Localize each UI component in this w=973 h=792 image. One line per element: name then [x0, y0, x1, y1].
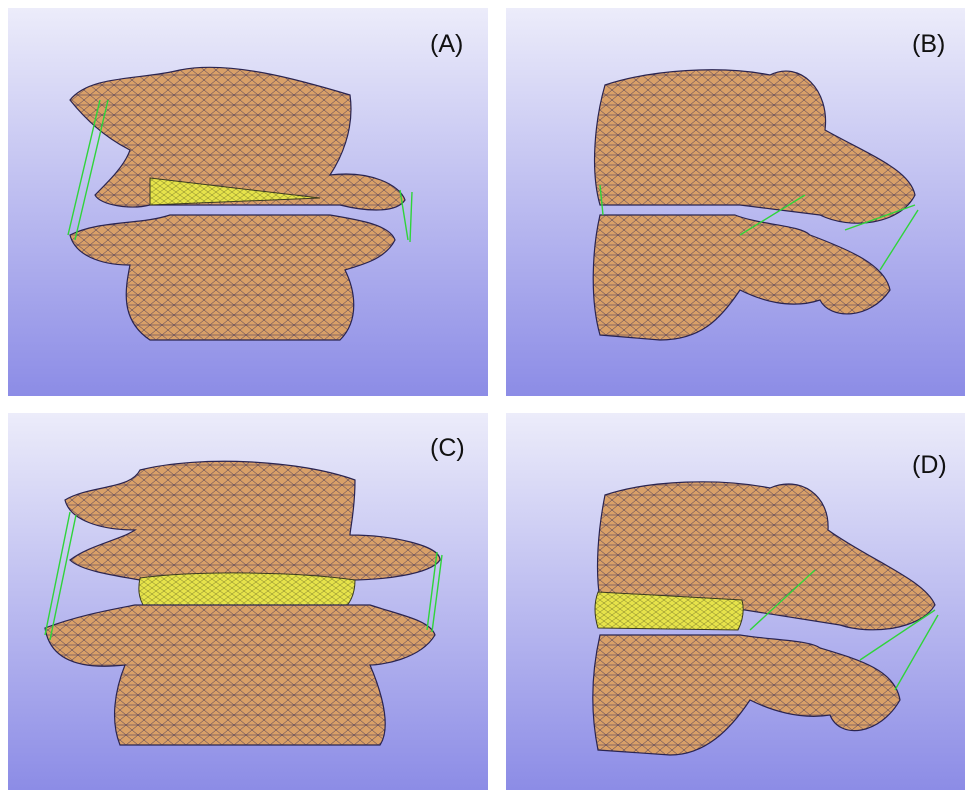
panel-c: (C) — [8, 413, 488, 790]
panel-label: (B) — [912, 30, 945, 58]
panel-d: (D) — [506, 413, 965, 790]
panel-label: (C) — [430, 434, 465, 462]
panel-b: (B) — [506, 8, 965, 396]
panel-label: (A) — [430, 30, 463, 58]
panel-a: (A) — [8, 8, 488, 396]
figure: (A) (B) (C) (D) — [0, 0, 973, 792]
panel-label: (D) — [912, 451, 947, 479]
